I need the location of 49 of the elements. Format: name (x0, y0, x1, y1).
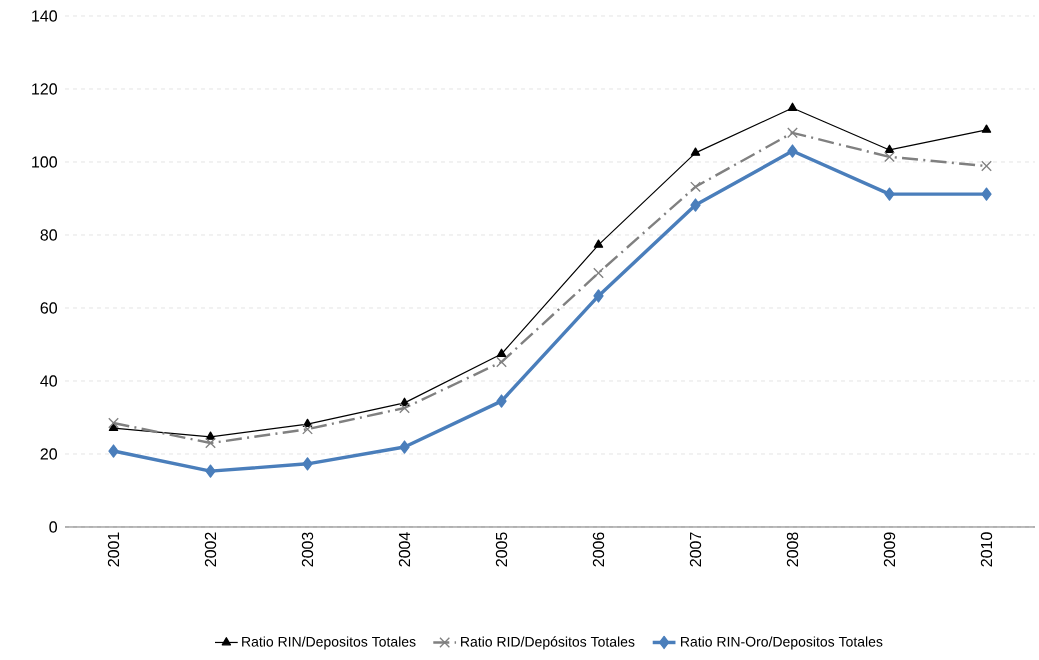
point (787, 102, 798, 111)
point (690, 181, 701, 193)
point (981, 160, 992, 172)
point (496, 348, 507, 357)
y-tick-label: 0 (49, 521, 58, 533)
point (302, 457, 313, 471)
point (205, 431, 216, 440)
point (399, 440, 410, 454)
point (884, 144, 895, 153)
x-tick-label: 2010 (980, 532, 993, 567)
x-tick-label: 2004 (398, 532, 411, 567)
point (593, 267, 604, 279)
x-tick-label: 2008 (786, 532, 799, 567)
point (302, 423, 313, 435)
point (690, 147, 701, 156)
legend-label: Ratio RID/Depósitos Totales (461, 636, 635, 650)
y-tick-label: 40 (40, 375, 58, 387)
point (787, 127, 798, 139)
y-tick-label: 80 (40, 229, 58, 241)
point (787, 144, 798, 158)
legend-label: Ratio RIN-Oro/Depositos Totales (681, 636, 883, 650)
y-tick-label: 100 (32, 156, 58, 168)
x-tick-label: 2001 (107, 532, 120, 567)
point (593, 289, 604, 303)
point (690, 198, 701, 212)
point (108, 417, 119, 429)
point (108, 444, 119, 458)
x-tick-label: 2002 (204, 532, 217, 567)
point (884, 187, 895, 201)
point (108, 422, 119, 432)
x-tick-label: 2003 (301, 532, 314, 567)
point (496, 394, 507, 408)
point (593, 239, 604, 248)
point (205, 437, 216, 449)
y-tick-label: 20 (40, 448, 58, 460)
y-tick-label: 60 (40, 302, 58, 314)
x-tick-label: 2006 (592, 532, 605, 567)
point (981, 187, 992, 201)
point (981, 124, 992, 133)
x-tick-label: 2009 (883, 532, 896, 567)
x-tick-label: 2005 (495, 532, 508, 567)
y-tick-label: 140 (32, 10, 58, 22)
point (205, 464, 216, 478)
point (399, 402, 410, 414)
y-tick-label: 120 (32, 83, 58, 95)
legend-label: Ratio RIN/Depositos Totales (242, 636, 416, 650)
point (496, 356, 507, 368)
point (884, 151, 895, 163)
x-tick-label: 2007 (689, 532, 702, 567)
